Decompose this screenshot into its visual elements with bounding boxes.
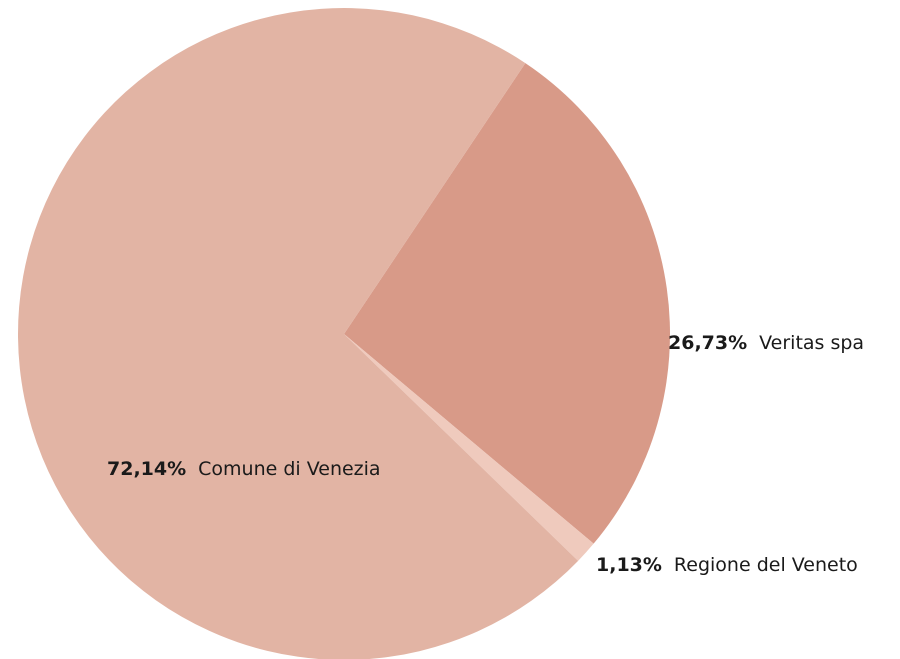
value-label: 26,73% xyxy=(668,332,747,354)
value-label: 1,13% xyxy=(596,554,662,576)
pie-slice xyxy=(344,334,594,561)
pie-slice xyxy=(18,8,579,659)
slice-label: 26,73% Veritas spa xyxy=(668,332,864,354)
pie-slice xyxy=(344,63,670,544)
category-label: Regione del Veneto xyxy=(674,554,858,576)
category-label: Comune di Venezia xyxy=(198,458,380,480)
slice-label: 1,13% Regione del Veneto xyxy=(596,554,858,576)
category-label: Veritas spa xyxy=(759,332,864,354)
slice-label: 72,14% Comune di Venezia xyxy=(107,458,381,480)
value-label: 72,14% xyxy=(107,458,186,480)
